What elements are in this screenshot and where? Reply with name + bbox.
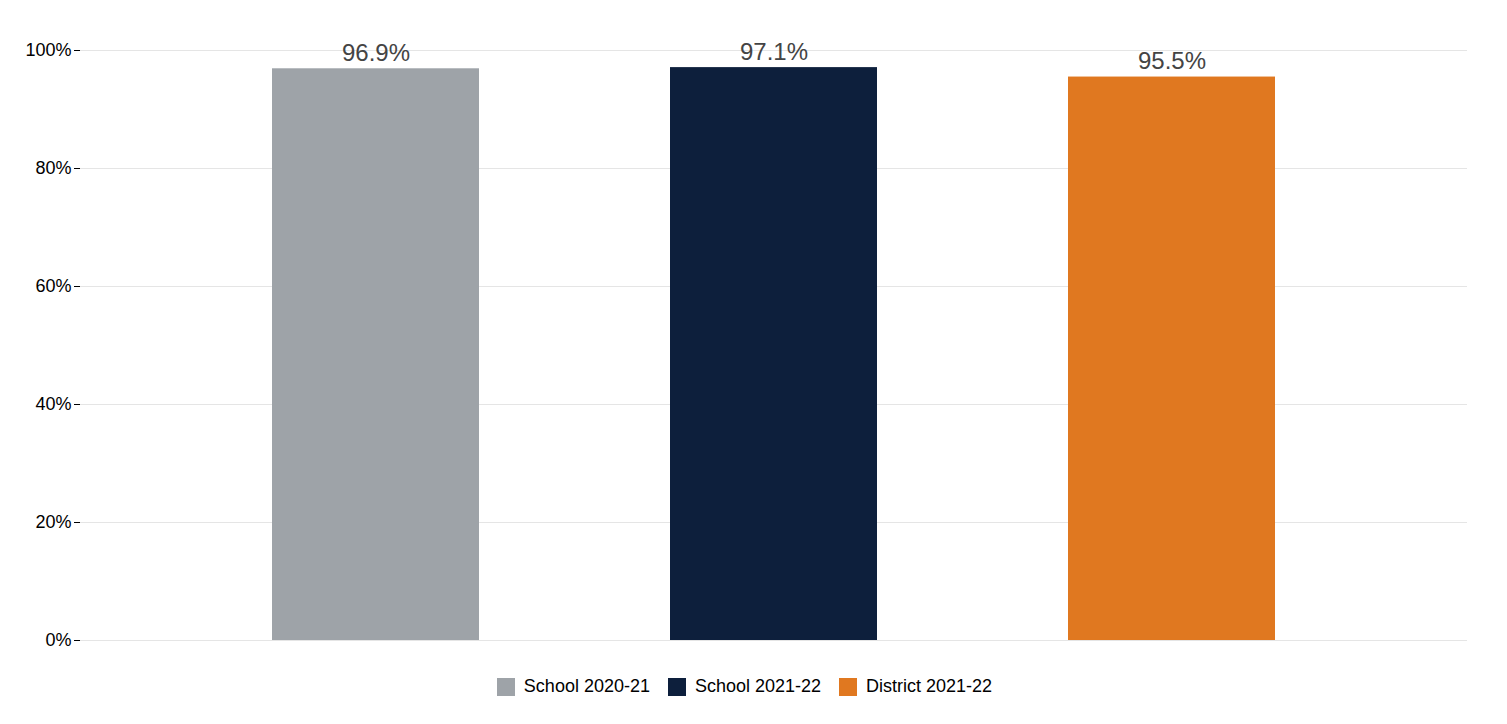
svg-text:95.5%: 95.5% <box>1138 47 1206 74</box>
svg-text:100%: 100% <box>25 40 71 60</box>
svg-text:20%: 20% <box>35 512 71 532</box>
svg-text:0%: 0% <box>45 630 71 650</box>
html-text:School 2021-22: School 2021-22 <box>695 676 822 696</box>
html-text:District 2021-22: District 2021-22 <box>866 676 993 696</box>
html-text:School 2020-21: School 2020-21 <box>523 676 650 696</box>
svg-text:97.1%: 97.1% <box>740 38 808 65</box>
svg-text:80%: 80% <box>35 158 71 178</box>
svg-text:60%: 60% <box>35 276 71 296</box>
svg-text:96.9%: 96.9% <box>342 39 410 66</box>
svg-text:40%: 40% <box>35 394 71 414</box>
